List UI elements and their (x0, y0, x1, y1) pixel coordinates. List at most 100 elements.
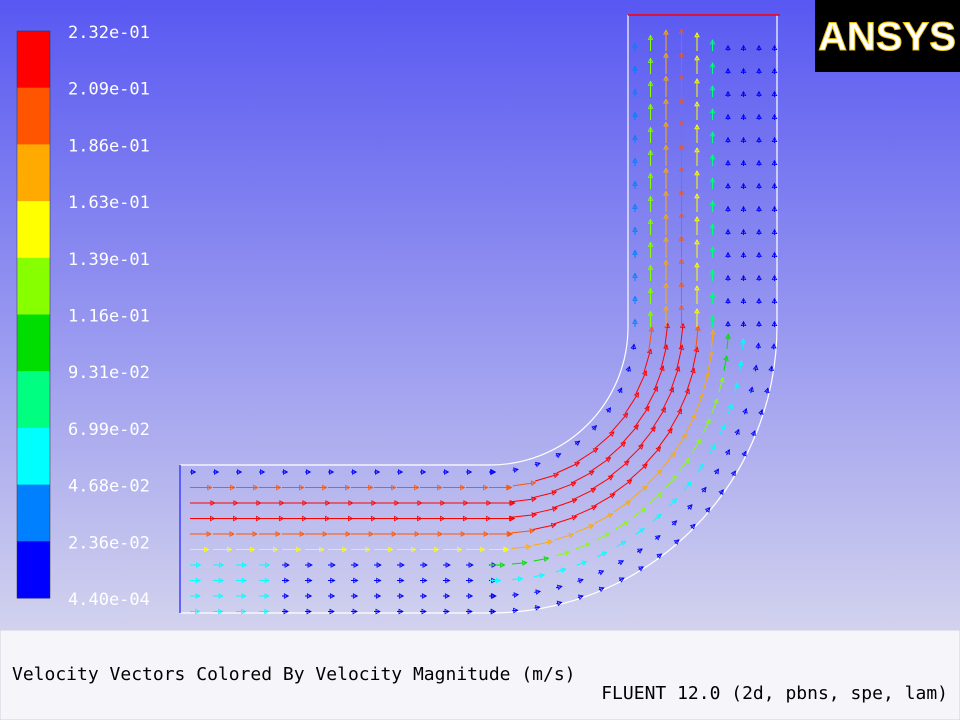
vector (687, 504, 693, 510)
caption-panel (0, 629, 960, 720)
vector (555, 585, 562, 589)
vector-head (233, 515, 239, 522)
vector-head (740, 67, 747, 73)
vector (770, 366, 773, 372)
vector-head (556, 600, 563, 607)
vector-head (468, 562, 474, 568)
vector (646, 469, 663, 485)
vector-head (655, 513, 662, 520)
vector (533, 574, 545, 578)
vector (727, 403, 733, 414)
colorbar-segment (17, 314, 50, 372)
vector-head (250, 546, 256, 553)
vector-head (694, 123, 700, 130)
vector-head (647, 264, 654, 270)
vector-head (480, 546, 486, 553)
vector-head (535, 589, 542, 595)
vector (533, 557, 549, 562)
vector-head (725, 333, 731, 339)
vector-head (513, 607, 519, 614)
vector-head (698, 463, 705, 469)
vector-head (342, 546, 348, 553)
vector-head (417, 515, 423, 522)
vector-head (641, 370, 648, 377)
vector-head (710, 329, 716, 335)
vector-head (742, 407, 748, 414)
vector-head (322, 531, 328, 537)
legend-label: 6.99e-02 (68, 420, 150, 440)
vector-head (638, 566, 644, 572)
vector (555, 453, 561, 457)
colorbar-segment (17, 427, 50, 486)
vector-head (647, 172, 654, 178)
vector-head (771, 251, 778, 258)
vector (618, 387, 623, 394)
vector-head (632, 65, 638, 71)
vector-head (330, 562, 336, 568)
vector-head (283, 608, 289, 615)
vector-head (236, 469, 243, 475)
vector-head (663, 190, 669, 196)
vector-head (694, 238, 700, 245)
vector (615, 520, 629, 530)
vector (616, 540, 627, 547)
vector-head (210, 500, 216, 506)
vector (714, 468, 719, 475)
legend-label: 1.86e-01 (68, 136, 150, 156)
vector-head (740, 228, 747, 235)
vector (734, 382, 739, 393)
vector-head (368, 484, 374, 491)
vector-head (206, 531, 212, 537)
vector-head (352, 608, 358, 615)
vector-head (663, 167, 669, 173)
vector-head (530, 480, 537, 487)
vector-head (495, 577, 502, 584)
vector-head (507, 531, 513, 537)
vector-head (282, 469, 289, 475)
caption: Velocity Vectors Colored By Velocity Mag… (12, 664, 576, 685)
vector-head (307, 577, 313, 584)
vector-head (748, 386, 754, 393)
vector-head (296, 546, 302, 553)
vector-head (632, 203, 638, 209)
vector-head (678, 304, 685, 310)
vector (576, 561, 587, 566)
vector-head (740, 159, 747, 166)
vector-head (371, 515, 377, 522)
vector-head (539, 572, 546, 579)
vector (711, 398, 718, 414)
vector-head (264, 562, 271, 568)
vector-head (671, 475, 677, 482)
vector-head (421, 608, 427, 615)
vector-head (756, 44, 762, 50)
vector-head (607, 513, 614, 519)
vector-head (414, 484, 420, 491)
vector-head (556, 584, 563, 591)
vector-head (756, 90, 762, 96)
vector-head (348, 515, 354, 522)
vector-head (322, 484, 328, 491)
vector-head (397, 469, 404, 475)
vector-head (264, 593, 270, 599)
vector-head (466, 469, 473, 475)
vector-head (755, 342, 762, 348)
vector-head (704, 507, 711, 513)
vector-head (259, 469, 266, 475)
vector-head (299, 531, 305, 537)
vector-head (694, 100, 700, 107)
legend-label: 2.09e-01 (68, 80, 150, 100)
vector-head (725, 274, 731, 281)
vector-head (647, 126, 654, 132)
vector (766, 388, 769, 394)
legend-label: 4.68e-02 (68, 477, 150, 497)
vector-head (725, 90, 731, 96)
vector (627, 366, 631, 372)
vector-head (253, 484, 259, 491)
vector-head (394, 515, 400, 522)
vector-head (709, 292, 716, 298)
vector (554, 533, 574, 541)
vector-head (522, 560, 528, 566)
vector-head (771, 297, 778, 304)
vector-head (725, 136, 731, 143)
